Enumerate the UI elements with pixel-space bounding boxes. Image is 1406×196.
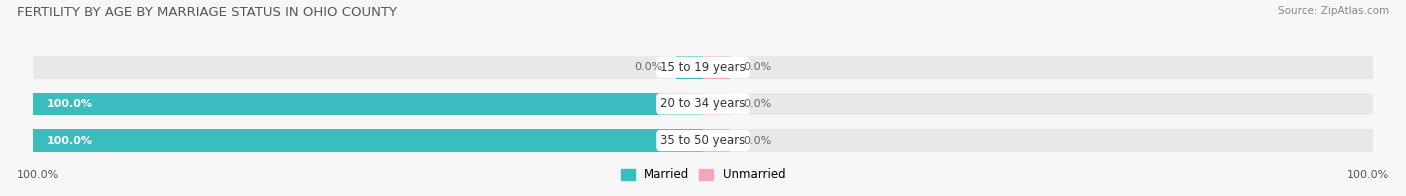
Text: 35 to 50 years: 35 to 50 years — [661, 134, 745, 147]
Bar — [34, 93, 703, 115]
Text: 15 to 19 years: 15 to 19 years — [661, 61, 745, 74]
Bar — [34, 129, 703, 152]
Bar — [703, 93, 730, 115]
Bar — [34, 129, 703, 152]
Text: FERTILITY BY AGE BY MARRIAGE STATUS IN OHIO COUNTY: FERTILITY BY AGE BY MARRIAGE STATUS IN O… — [17, 6, 396, 19]
Text: 0.0%: 0.0% — [744, 62, 772, 72]
Bar — [703, 93, 1372, 115]
Bar — [34, 56, 703, 79]
Text: 100.0%: 100.0% — [1347, 170, 1389, 180]
Text: 100.0%: 100.0% — [46, 136, 93, 146]
Text: 100.0%: 100.0% — [17, 170, 59, 180]
Legend: Married, Unmarried: Married, Unmarried — [616, 164, 790, 186]
Text: 0.0%: 0.0% — [744, 136, 772, 146]
Text: 20 to 34 years: 20 to 34 years — [661, 97, 745, 110]
Bar — [34, 93, 703, 115]
Text: 0.0%: 0.0% — [634, 62, 662, 72]
Bar — [703, 129, 730, 152]
Text: 0.0%: 0.0% — [744, 99, 772, 109]
Text: 100.0%: 100.0% — [46, 99, 93, 109]
Bar — [703, 129, 1372, 152]
Bar — [703, 56, 730, 79]
Bar — [676, 56, 703, 79]
Bar — [703, 56, 1372, 79]
Text: Source: ZipAtlas.com: Source: ZipAtlas.com — [1278, 6, 1389, 16]
